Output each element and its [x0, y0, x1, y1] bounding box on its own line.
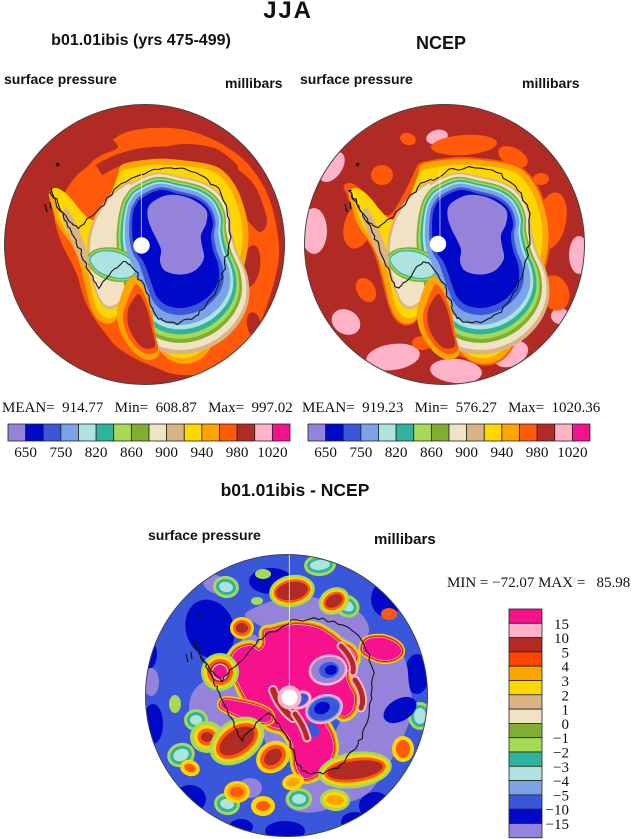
svg-text:1: 1 [562, 703, 570, 719]
svg-text:−3: −3 [553, 760, 569, 776]
svg-text:900: 900 [155, 444, 178, 461]
svg-text:980: 980 [526, 444, 549, 461]
svg-text:1020: 1020 [257, 444, 288, 461]
svg-text:−2: −2 [553, 746, 569, 762]
svg-text:3: 3 [562, 674, 570, 690]
svg-text:750: 750 [50, 444, 73, 461]
svg-text:940: 940 [491, 444, 514, 461]
svg-text:860: 860 [420, 444, 443, 461]
svg-text:−1: −1 [553, 731, 569, 747]
svg-text:650: 650 [314, 444, 337, 461]
svg-text:0: 0 [562, 717, 570, 733]
svg-text:1020: 1020 [557, 444, 588, 461]
svg-text:860: 860 [120, 444, 143, 461]
svg-text:820: 820 [85, 444, 108, 461]
svg-text:10: 10 [554, 631, 569, 647]
svg-text:−4: −4 [553, 774, 569, 790]
svg-text:−15: −15 [546, 817, 569, 833]
svg-text:650: 650 [14, 444, 37, 461]
svg-text:15: 15 [554, 617, 569, 633]
svg-text:750: 750 [350, 444, 373, 461]
svg-text:−10: −10 [546, 803, 569, 819]
svg-text:5: 5 [562, 645, 570, 661]
svg-text:940: 940 [191, 444, 214, 461]
svg-text:4: 4 [562, 660, 570, 676]
svg-text:900: 900 [455, 444, 478, 461]
svg-text:−5: −5 [553, 788, 569, 804]
svg-text:820: 820 [385, 444, 408, 461]
svg-text:2: 2 [562, 688, 570, 704]
svg-text:980: 980 [226, 444, 249, 461]
